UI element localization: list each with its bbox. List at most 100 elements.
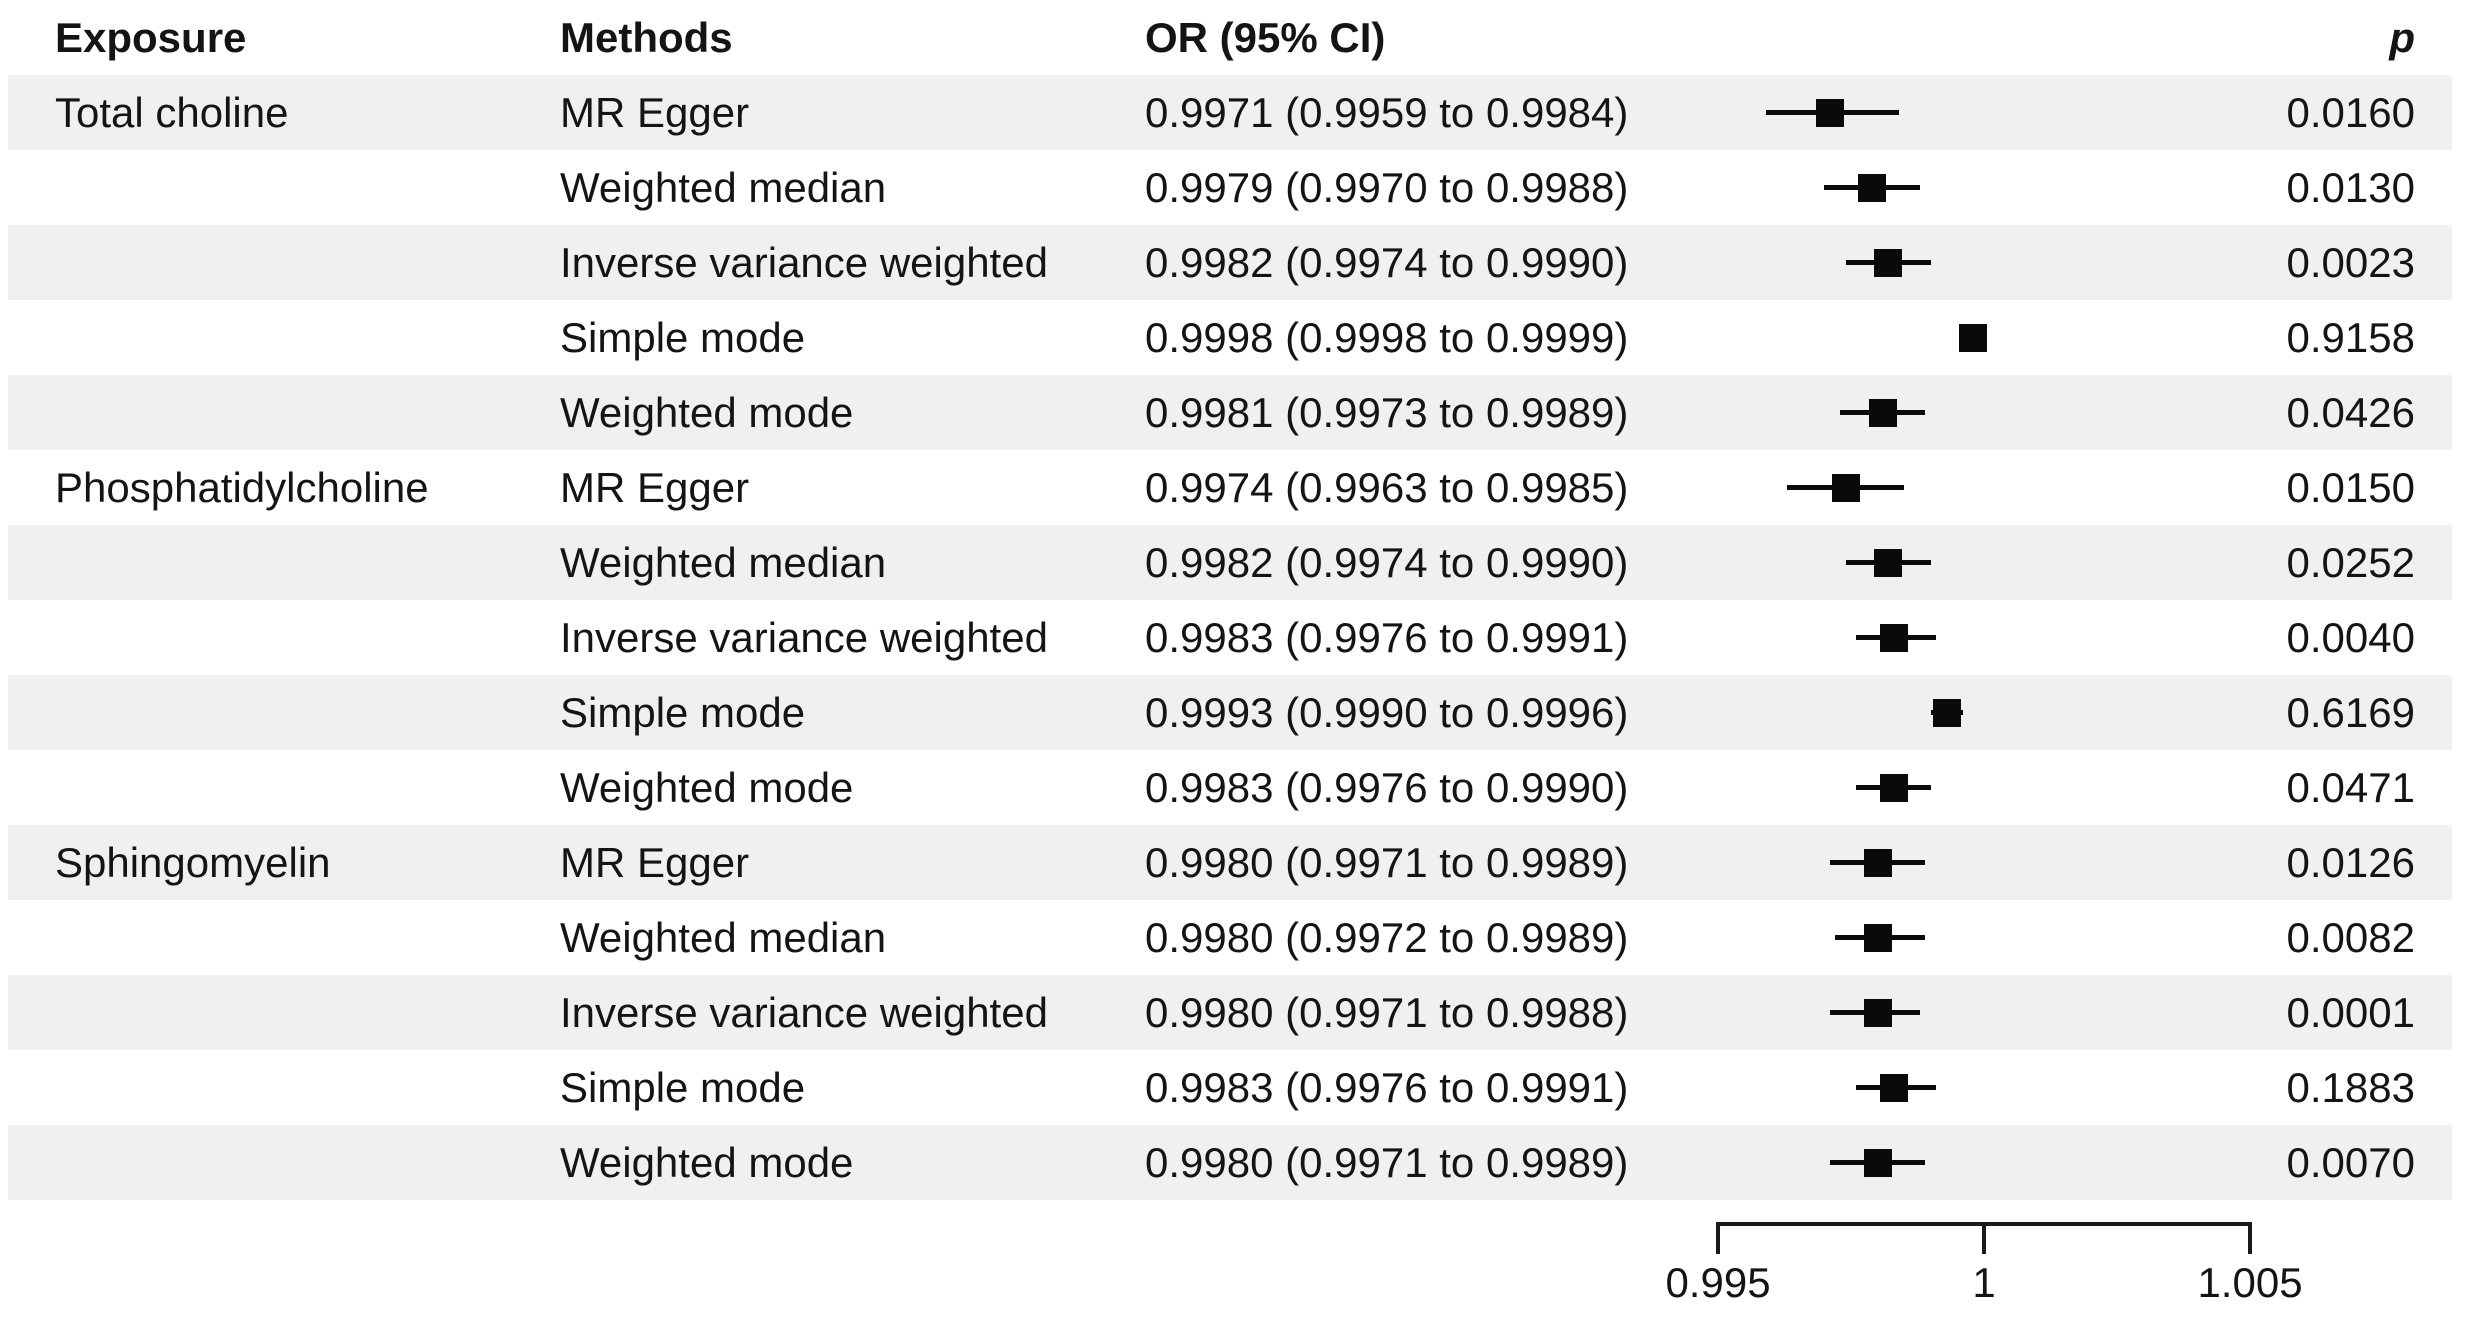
table-row: Inverse variance weighted 0.9982 (0.9974 … — [0, 225, 2475, 300]
forest-plot-cell — [1718, 675, 2250, 750]
table-row: Weighted median 0.9980 (0.9972 to 0.9989)… — [0, 900, 2475, 975]
or-ci-value: 0.9980 (0.9971 to 0.9988) — [1145, 989, 1629, 1036]
table-row: Simple mode 0.9993 (0.9990 to 0.9996) 0.61… — [0, 675, 2475, 750]
x-axis-tick-label: 1 — [1972, 1259, 1996, 1306]
or-ci-value: 0.9971 (0.9959 to 0.9984) — [1145, 89, 1629, 136]
p-value: 0.0070 — [2286, 1139, 2415, 1186]
header-or-ci: OR (95% CI) — [1145, 14, 1386, 61]
method-label: MR Egger — [560, 839, 750, 886]
header-p-value: p — [2389, 14, 2415, 61]
exposure-label: Sphingomyelin — [55, 839, 331, 886]
forest-plot-cell — [1718, 600, 2250, 675]
row-shade-band — [8, 825, 2452, 900]
p-value: 0.6169 — [2286, 689, 2415, 736]
p-value: 0.0150 — [2286, 464, 2415, 511]
method-label: Inverse variance weighted — [560, 239, 1048, 286]
or-point-marker — [1831, 473, 1860, 502]
forest-plot-cell — [1718, 1125, 2250, 1200]
p-value: 0.9158 — [2286, 314, 2415, 361]
or-ci-value: 0.9974 (0.9963 to 0.9985) — [1145, 464, 1629, 511]
forest-plot-cell — [1718, 450, 2250, 525]
x-axis-tick — [2248, 1222, 2252, 1254]
header-methods: Methods — [560, 14, 733, 61]
or-ci-value: 0.9983 (0.9976 to 0.9991) — [1145, 614, 1629, 661]
exposure-label: Total choline — [55, 89, 289, 136]
x-axis-tick — [1716, 1222, 1720, 1254]
row-shade-band — [8, 225, 2452, 300]
or-ci-value: 0.9980 (0.9971 to 0.9989) — [1145, 1139, 1629, 1186]
method-label: MR Egger — [560, 89, 750, 136]
table-row: Sphingomyelin MR Egger 0.9980 (0.9971 to 0… — [0, 825, 2475, 900]
method-label: Simple mode — [560, 1064, 806, 1111]
or-point-marker — [1863, 848, 1892, 877]
row-shade-band — [8, 375, 2452, 450]
row-shade-band — [8, 975, 2452, 1050]
method-label: Simple mode — [560, 314, 806, 361]
or-ci-value: 0.9980 (0.9972 to 0.9989) — [1145, 914, 1629, 961]
table-row: Weighted median 0.9982 (0.9974 to 0.9990)… — [0, 525, 2475, 600]
method-label: Weighted mode — [560, 1139, 854, 1186]
method-label: Weighted median — [560, 539, 887, 586]
p-value: 0.0023 — [2286, 239, 2415, 286]
table-row: Simple mode 0.9983 (0.9976 to 0.9991) 0.18… — [0, 1050, 2475, 1125]
method-label: Simple mode — [560, 689, 806, 736]
table-row: Weighted mode 0.9983 (0.9976 to 0.9990) 0.… — [0, 750, 2475, 825]
row-shade-band — [8, 675, 2452, 750]
row-shade-band — [8, 75, 2452, 150]
table-row: Phosphatidylcholine MR Egger 0.9974 (0.996… — [0, 450, 2475, 525]
table-row: Simple mode 0.9998 (0.9998 to 0.9999) 0.91… — [0, 300, 2475, 375]
or-point-marker — [1879, 623, 1908, 652]
p-value: 0.0001 — [2286, 989, 2415, 1036]
header-exposure: Exposure — [55, 14, 247, 61]
or-point-marker — [1858, 173, 1887, 202]
p-value: 0.0471 — [2286, 764, 2415, 811]
or-point-marker — [1863, 998, 1892, 1027]
forest-plot-cell — [1718, 300, 2250, 375]
method-label: Inverse variance weighted — [560, 989, 1048, 1036]
table-row: Total choline MR Egger 0.9971 (0.9959 to 0… — [0, 75, 2475, 150]
p-value: 0.0126 — [2286, 839, 2415, 886]
method-label: MR Egger — [560, 464, 750, 511]
method-label: Weighted mode — [560, 764, 854, 811]
table-header-row: Exposure Methods OR (95% CI) p — [0, 0, 2475, 75]
p-value: 0.0426 — [2286, 389, 2415, 436]
row-shade-band — [8, 1125, 2452, 1200]
table-body: Total choline MR Egger 0.9971 (0.9959 to 0… — [0, 75, 2475, 1200]
or-ci-value: 0.9983 (0.9976 to 0.9991) — [1145, 1064, 1629, 1111]
or-ci-value: 0.9998 (0.9998 to 0.9999) — [1145, 314, 1629, 361]
row-shade-band — [8, 525, 2452, 600]
or-point-marker — [1879, 773, 1908, 802]
forest-plot-cell — [1718, 900, 2250, 975]
or-point-marker — [1863, 923, 1892, 952]
or-ci-value: 0.9982 (0.9974 to 0.9990) — [1145, 539, 1629, 586]
forest-plot-cell — [1718, 1050, 2250, 1125]
or-ci-value: 0.9993 (0.9990 to 0.9996) — [1145, 689, 1629, 736]
or-point-marker — [1815, 98, 1844, 127]
x-axis-tick-label: 0.995 — [1665, 1259, 1771, 1306]
forest-plot-cell — [1718, 75, 2250, 150]
x-axis: 0.995 1 1.005 — [1665, 1222, 2303, 1326]
or-ci-value: 0.9979 (0.9970 to 0.9988) — [1145, 164, 1629, 211]
or-point-marker — [1879, 1073, 1908, 1102]
or-point-marker — [1863, 1148, 1892, 1177]
forest-plot-cell — [1718, 375, 2250, 450]
forest-plot-cell — [1718, 225, 2250, 300]
method-label: Weighted mode — [560, 389, 854, 436]
forest-plot-cell — [1718, 750, 2250, 825]
method-label: Weighted median — [560, 914, 887, 961]
forest-plot-cell — [1718, 525, 2250, 600]
or-ci-value: 0.9981 (0.9973 to 0.9989) — [1145, 389, 1629, 436]
p-value: 0.1883 — [2286, 1064, 2415, 1111]
or-point-marker — [1874, 248, 1903, 277]
table-row: Weighted mode 0.9980 (0.9971 to 0.9989) 0.… — [0, 1125, 2475, 1200]
or-point-marker — [1874, 548, 1903, 577]
x-axis-tick — [1982, 1222, 1986, 1254]
table-row: Weighted median 0.9979 (0.9970 to 0.9988)… — [0, 150, 2475, 225]
p-value: 0.0040 — [2286, 614, 2415, 661]
p-value: 0.0130 — [2286, 164, 2415, 211]
method-label: Weighted median — [560, 164, 887, 211]
or-ci-value: 0.9982 (0.9974 to 0.9990) — [1145, 239, 1629, 286]
or-point-marker — [1959, 323, 1988, 352]
p-value: 0.0160 — [2286, 89, 2415, 136]
